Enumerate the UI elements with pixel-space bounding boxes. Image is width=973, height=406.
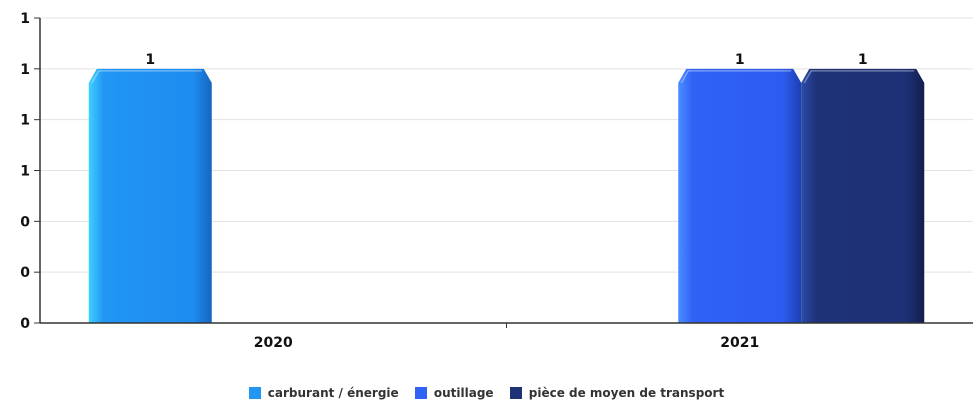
bars bbox=[88, 68, 925, 323]
bar-chart: 0 0 0 1 1 1 1 2020 1 2021 1 1 bbox=[20, 11, 973, 351]
bar-highlight bbox=[91, 70, 202, 84]
legend-item-piece-transport[interactable]: pièce de moyen de transport bbox=[509, 386, 725, 400]
bar[interactable] bbox=[88, 68, 212, 323]
legend: carburant / énergie outillage pièce de m… bbox=[0, 386, 973, 402]
axes bbox=[34, 17, 973, 328]
legend-swatch bbox=[248, 387, 261, 399]
legend-swatch bbox=[414, 387, 427, 399]
bar[interactable] bbox=[678, 68, 802, 323]
y-tick-label: 1 bbox=[20, 62, 30, 78]
y-tick-label: 0 bbox=[20, 265, 30, 281]
legend-label: outillage bbox=[433, 386, 494, 400]
y-tick-label: 0 bbox=[20, 214, 30, 230]
bar-highlight bbox=[680, 70, 792, 84]
y-tick-label: 1 bbox=[20, 164, 30, 180]
y-tick-label: 1 bbox=[20, 113, 30, 129]
x-tick-label: 2021 bbox=[720, 335, 759, 351]
data-label: 1 bbox=[858, 52, 868, 68]
y-tick-label: 0 bbox=[20, 316, 30, 332]
y-tick-label: 1 bbox=[20, 11, 30, 27]
bar[interactable] bbox=[801, 68, 925, 323]
legend-item-carburant[interactable]: carburant / énergie bbox=[248, 386, 399, 400]
labels: 0 0 0 1 1 1 1 2020 1 2021 1 1 bbox=[20, 11, 867, 351]
data-label: 1 bbox=[735, 52, 745, 68]
x-tick-label: 2020 bbox=[254, 335, 293, 351]
legend-label: carburant / énergie bbox=[267, 386, 399, 400]
bar-highlight bbox=[803, 70, 915, 84]
data-label: 1 bbox=[145, 52, 155, 68]
legend-label: pièce de moyen de transport bbox=[528, 386, 725, 400]
legend-swatch bbox=[509, 387, 522, 399]
legend-item-outillage[interactable]: outillage bbox=[414, 386, 494, 400]
